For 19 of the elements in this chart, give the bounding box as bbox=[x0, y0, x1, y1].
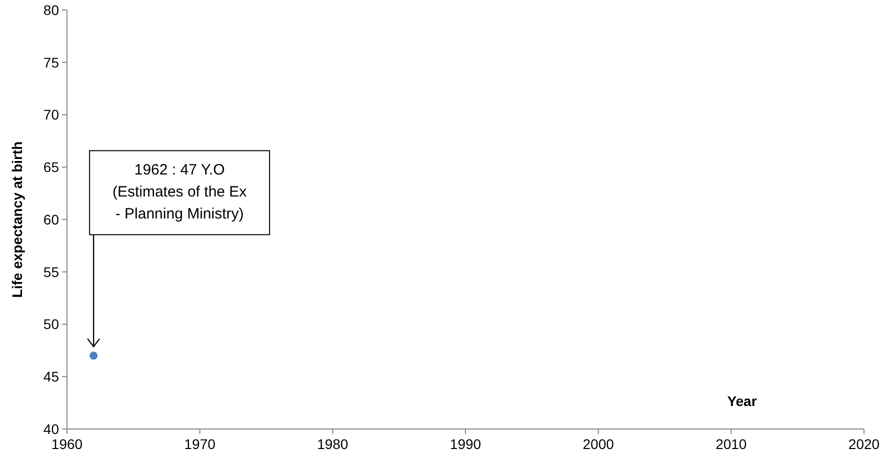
x-tick-label: 2010 bbox=[716, 436, 747, 452]
y-tick-label: 75 bbox=[43, 54, 60, 70]
x-tick-label: 1970 bbox=[184, 436, 216, 452]
x-tick-label: 1990 bbox=[450, 436, 482, 452]
y-tick-label: 45 bbox=[43, 368, 60, 385]
y-tick-label: 80 bbox=[43, 2, 60, 18]
x-tick-label: 2000 bbox=[582, 436, 614, 452]
y-tick-label: 55 bbox=[43, 264, 60, 280]
y-tick-label: 70 bbox=[43, 106, 60, 123]
y-tick-label: 40 bbox=[43, 420, 60, 437]
y-axis-title: Life expectancy at birth bbox=[9, 141, 25, 298]
x-tick-label: 2020 bbox=[848, 436, 880, 452]
x-tick-label: 1980 bbox=[317, 436, 348, 452]
y-tick-label: 50 bbox=[43, 316, 60, 332]
annotation: 1962 : 47 Y.O (Estimates of the Ex - Planning Ministry) bbox=[112, 162, 248, 223]
x-axis-title: Year bbox=[727, 393, 758, 409]
y-tick-label: 60 bbox=[43, 211, 60, 228]
y-tick-label: 65 bbox=[43, 159, 60, 176]
x-tick-label: 1960 bbox=[51, 436, 83, 452]
